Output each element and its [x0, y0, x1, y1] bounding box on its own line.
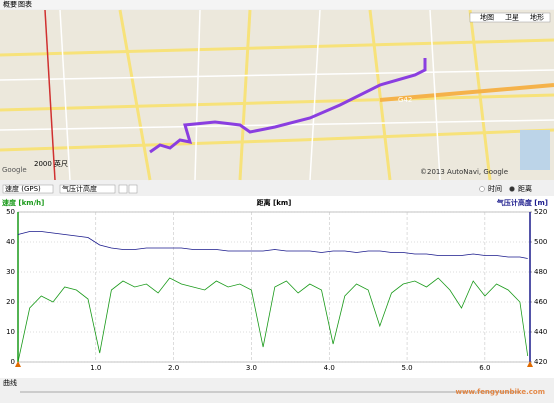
- tab[interactable]: 图表: [18, 0, 32, 9]
- x-tick-label: 1.0: [90, 364, 101, 372]
- radio[interactable]: [479, 186, 485, 192]
- remove-button[interactable]: [128, 184, 138, 194]
- y-tick-label: 30: [6, 268, 15, 276]
- y2-tick-label: 420: [534, 358, 547, 366]
- map-copyright: ©2013 AutoNavi, Google: [420, 168, 508, 176]
- y2-tick-label: 520: [534, 208, 547, 216]
- x-tick-label: 3.0: [246, 364, 257, 372]
- series-line: [17, 231, 528, 259]
- series-line: [17, 277, 529, 363]
- radio-label: 距离: [518, 184, 532, 193]
- map-scale: 2000 英尺: [34, 159, 68, 168]
- map-logo: Google: [2, 166, 27, 174]
- y2-tick-label: 480: [534, 268, 547, 276]
- y-tick-label: 10: [6, 328, 15, 336]
- map: 地图 卫星 地形 Google 2000 英尺 ©2013 AutoNavi, …: [0, 9, 554, 181]
- radio-label: 时间: [488, 184, 502, 193]
- watermark: www.fengyunbike.com: [456, 388, 545, 396]
- radio[interactable]: [509, 186, 515, 192]
- y2-tick-label: 440: [534, 328, 547, 336]
- tab-bar: [0, 0, 554, 9]
- start-marker: [15, 361, 21, 367]
- map-button[interactable]: 地图: [480, 13, 494, 22]
- controls: [0, 182, 554, 196]
- y-tick-label: 20: [6, 298, 15, 306]
- y-tick-label: 0: [11, 358, 15, 366]
- add-button[interactable]: [118, 184, 128, 194]
- tab[interactable]: 概要: [3, 0, 17, 9]
- select-text: 速度 (GPS): [5, 184, 41, 193]
- y-axis-label: 速度 [km/h]: [2, 198, 44, 207]
- map-button[interactable]: 地形: [530, 13, 544, 22]
- map-button[interactable]: 卫星: [505, 14, 519, 22]
- y2-axis-label: 气压计高度 [m]: [496, 198, 548, 207]
- chart: 0 10 20 30 40 50 420 440 460 480 500 520 1.0 2.0 3.0 4.…: [2, 198, 548, 372]
- x-tick-label: 5.0: [401, 364, 412, 372]
- x-tick-label: 2.0: [168, 364, 179, 372]
- slider[interactable]: [20, 391, 520, 393]
- x-tick-label: 4.0: [324, 364, 335, 372]
- select[interactable]: [59, 184, 116, 194]
- chart-panel: [0, 196, 554, 378]
- select[interactable]: [2, 184, 54, 194]
- x-axis-label: 距离 [km]: [257, 198, 292, 207]
- select-text: 气压计高度: [62, 184, 97, 193]
- end-marker: [527, 361, 533, 367]
- road-label: G42: [398, 96, 412, 104]
- y2-tick-label: 460: [534, 298, 547, 306]
- y-tick-label: 50: [6, 208, 15, 216]
- footer-label: 曲线: [3, 378, 17, 387]
- x-tick-label: 6.0: [479, 364, 490, 372]
- y-tick-label: 40: [6, 238, 15, 246]
- y2-tick-label: 500: [534, 238, 547, 246]
